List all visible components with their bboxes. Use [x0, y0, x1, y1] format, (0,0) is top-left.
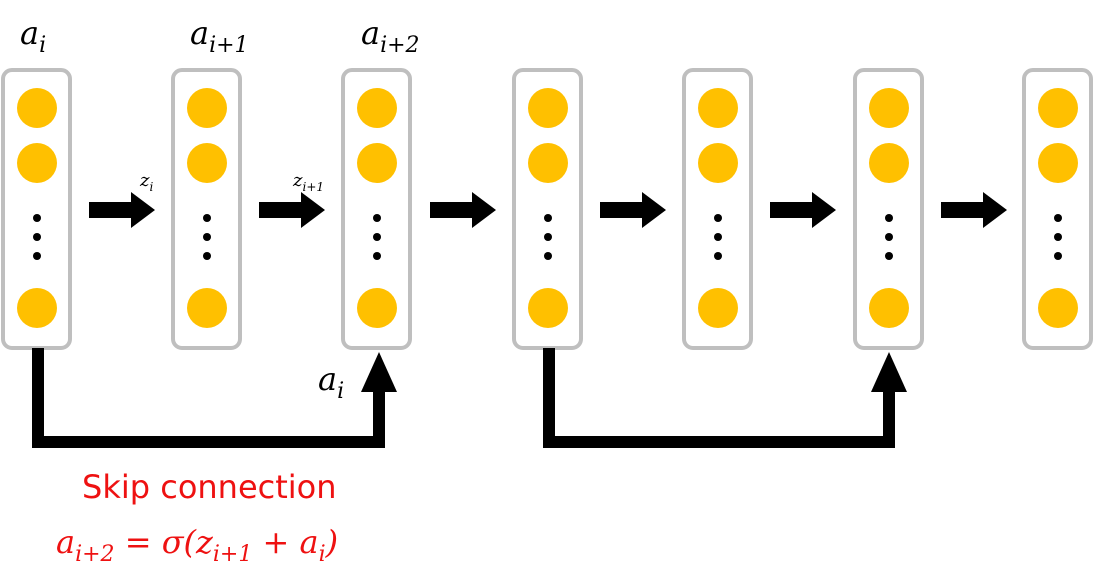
forward-arrow-icon [941, 192, 1007, 228]
forward-arrows [89, 192, 1007, 228]
neuron [357, 88, 397, 128]
ellipsis-dot [373, 214, 381, 222]
ellipsis-dot [203, 252, 211, 260]
label-a-i: ai [20, 14, 46, 58]
label-z-i-plus-1: zi+1 [292, 170, 324, 194]
ellipsis-dot [373, 233, 381, 241]
label-a-i-plus-2: ai+2 [361, 14, 420, 58]
forward-arrow-icon [89, 192, 155, 228]
layer-5 [853, 68, 924, 350]
ellipsis-dot [33, 214, 41, 222]
forward-arrow-icon [259, 192, 325, 228]
skip-connection-left [32, 348, 397, 448]
neuron [1038, 143, 1078, 183]
layer-box [1022, 68, 1093, 350]
neuron [1038, 88, 1078, 128]
forward-arrow-icon [770, 192, 836, 228]
skip-arrowhead-icon [361, 352, 397, 392]
neuron [17, 88, 57, 128]
caption-equation: ai+2 = σ(zi+1 + ai) [56, 523, 338, 567]
layer-1 [171, 68, 242, 350]
forward-arrow-icon [430, 192, 496, 228]
ellipsis-dot [203, 214, 211, 222]
forward-arrow-icon [600, 192, 666, 228]
ellipsis-dot [885, 233, 893, 241]
layer-box [853, 68, 924, 350]
neuron [528, 288, 568, 328]
layer-box [341, 68, 412, 350]
neuron [698, 288, 738, 328]
neuron [1038, 288, 1078, 328]
layer-3 [512, 68, 583, 350]
neuron [698, 88, 738, 128]
layer-4 [682, 68, 753, 350]
ellipsis-dot [203, 233, 211, 241]
neuron [357, 288, 397, 328]
neuron [869, 143, 909, 183]
skip-connection-right [543, 348, 907, 448]
layer-6 [1022, 68, 1093, 350]
neuron [528, 143, 568, 183]
ellipsis-dot [1054, 233, 1062, 241]
label-a-i-plus-1: ai+1 [190, 14, 249, 58]
label-z-i: zi [139, 170, 153, 194]
ellipsis-dot [885, 252, 893, 260]
neuron [187, 288, 227, 328]
neuron [528, 88, 568, 128]
ellipsis-dot [33, 233, 41, 241]
ellipsis-dot [885, 214, 893, 222]
neuron [17, 288, 57, 328]
ellipsis-dot [33, 252, 41, 260]
neuron [869, 288, 909, 328]
ellipsis-dot [1054, 214, 1062, 222]
layer-2 [341, 68, 412, 350]
neuron [187, 88, 227, 128]
skip-path [32, 348, 385, 448]
ellipsis-dot [714, 214, 722, 222]
layer-box [682, 68, 753, 350]
neuron [17, 143, 57, 183]
ellipsis-dot [373, 252, 381, 260]
neuron [698, 143, 738, 183]
ellipsis-dot [714, 233, 722, 241]
ellipsis-dot [544, 233, 552, 241]
layers [1, 68, 1093, 350]
skip-path [543, 348, 895, 448]
neuron [187, 143, 227, 183]
label-skip-a-i: ai [318, 360, 344, 404]
layer-0 [1, 68, 72, 350]
skip-arrowhead-icon [871, 352, 907, 392]
layer-box [171, 68, 242, 350]
ellipsis-dot [544, 214, 552, 222]
ellipsis-dot [714, 252, 722, 260]
ellipsis-dot [544, 252, 552, 260]
caption-title: Skip connection [82, 468, 337, 506]
ellipsis-dot [1054, 252, 1062, 260]
neuron [869, 88, 909, 128]
neuron [357, 143, 397, 183]
